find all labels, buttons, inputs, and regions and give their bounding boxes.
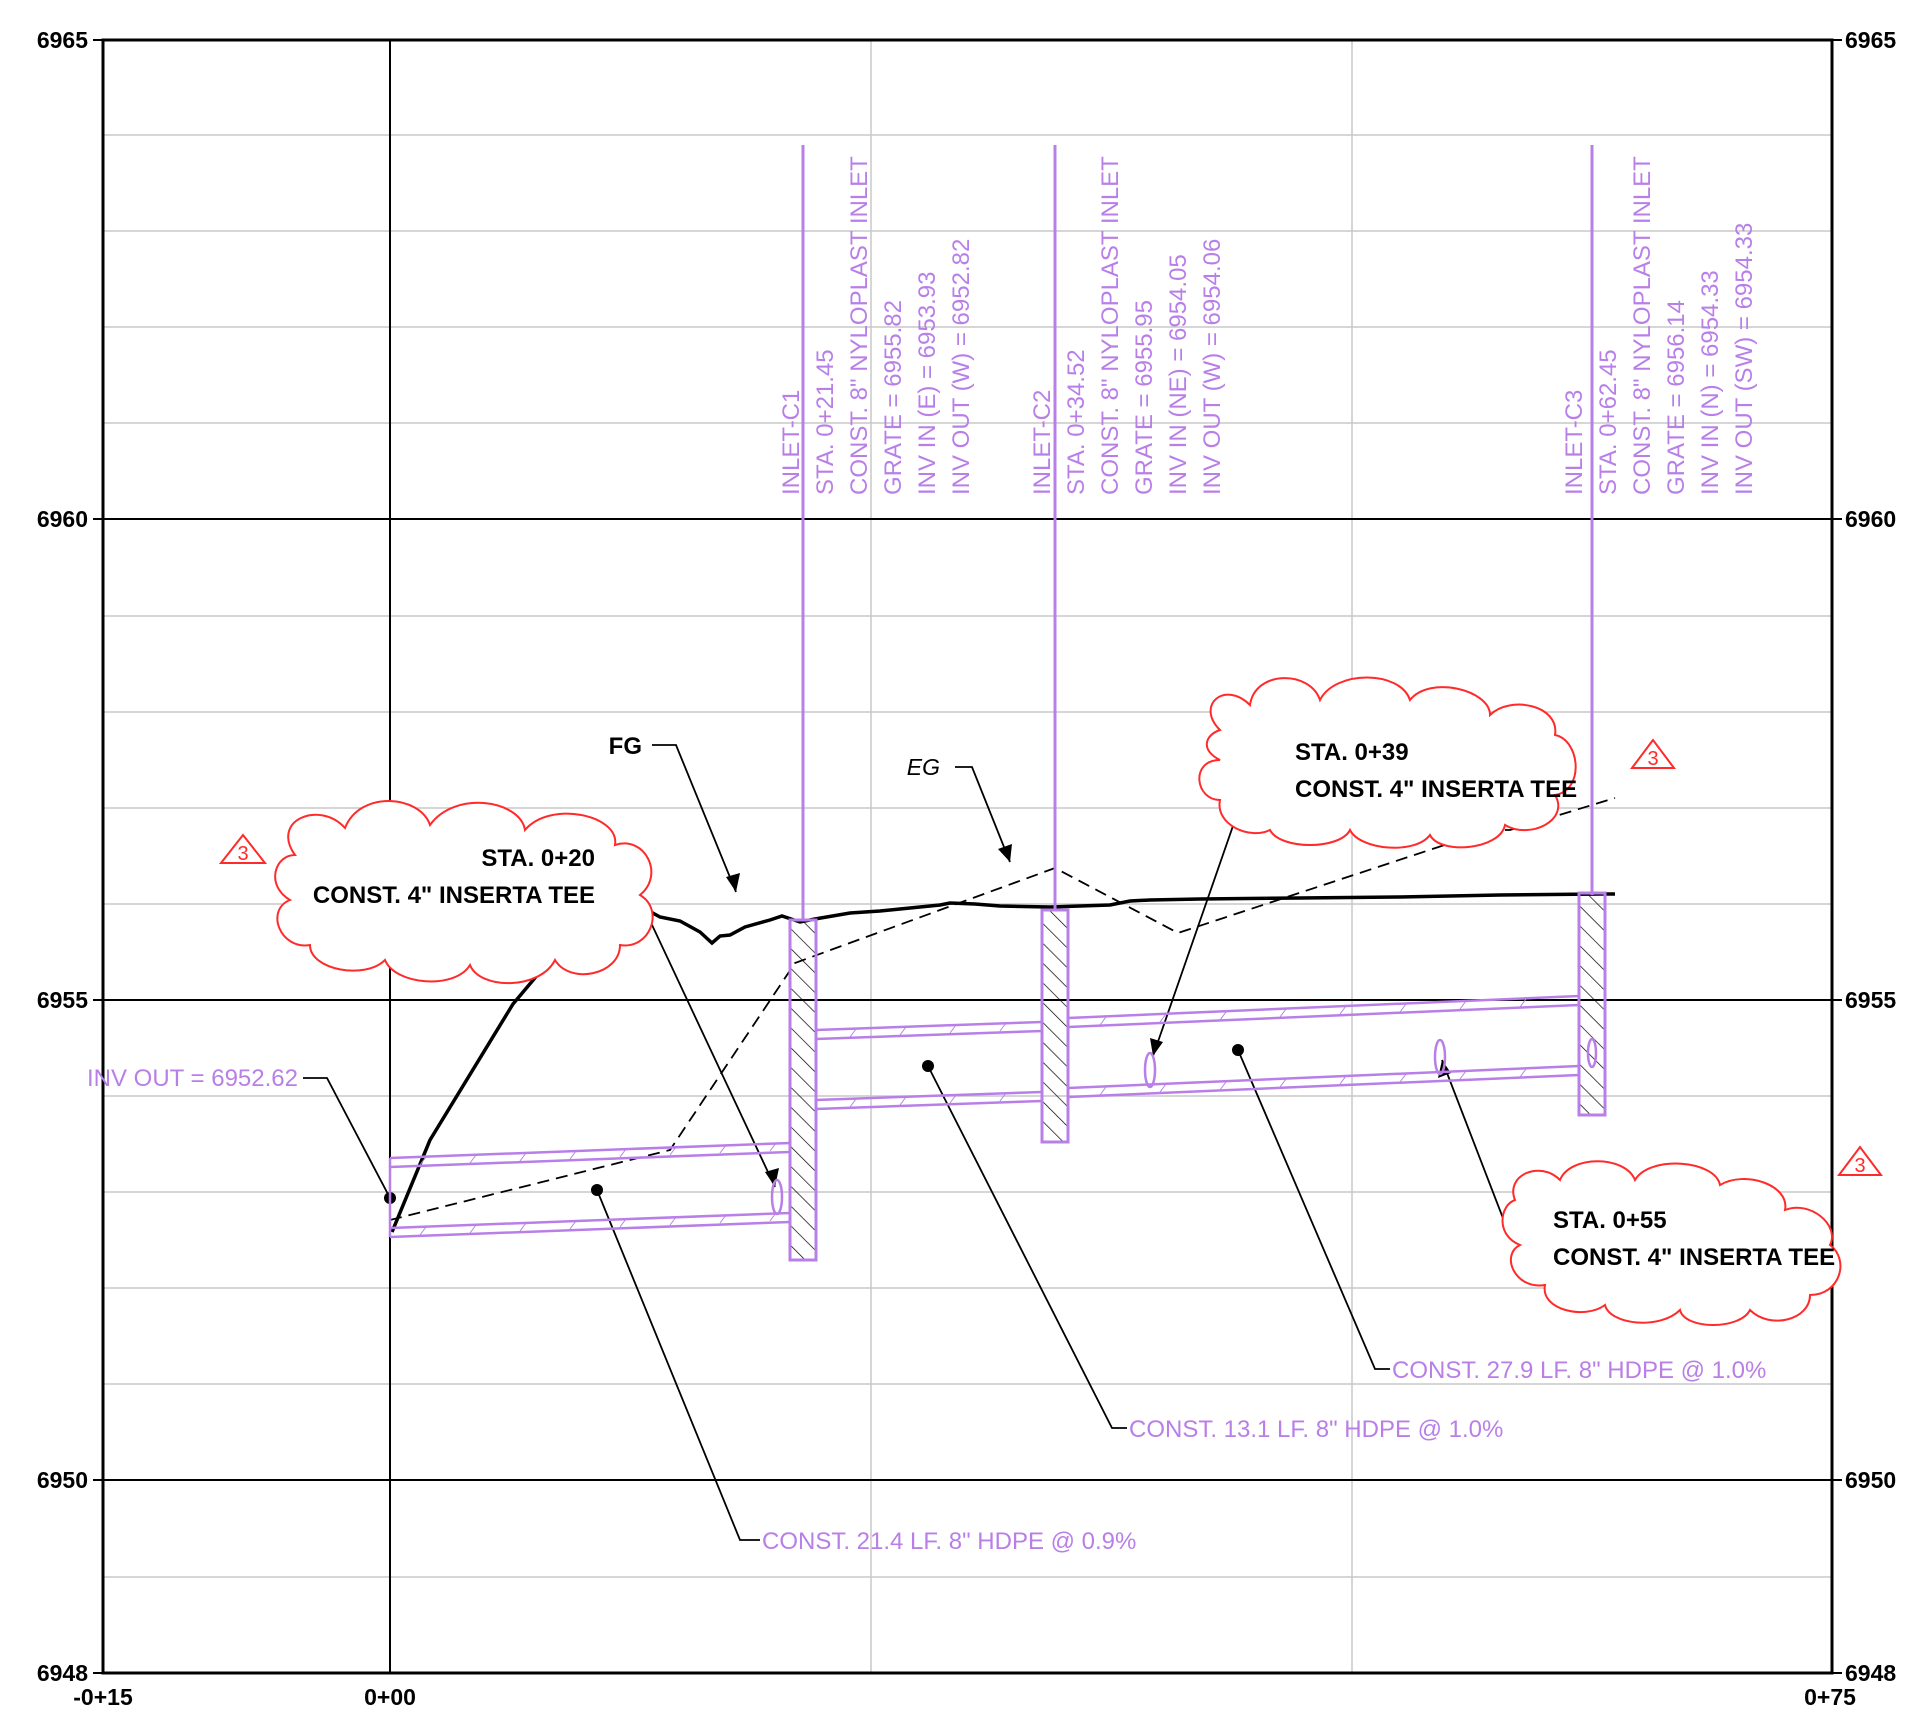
revision-number: 3 xyxy=(1854,1155,1865,1177)
inlet-note-line: STA. 0+62.45 xyxy=(1595,349,1622,495)
inlet-note-line: INV OUT (W) = 6952.82 xyxy=(948,239,975,495)
pipes xyxy=(388,994,1580,1239)
inlet-note-line: GRATE = 6956.14 xyxy=(1663,300,1690,495)
tee-desc-label: CONST. 4" INSERTA TEE xyxy=(313,882,595,909)
revision-triangle-1 xyxy=(218,833,268,864)
elev-label-left: 6960 xyxy=(37,506,88,532)
inlet-note-line: CONST. 8" NYLOPLAST INLET xyxy=(1097,156,1124,495)
revision-cloud-3 xyxy=(1501,1160,1842,1326)
tee-marker-0-39 xyxy=(1143,1051,1157,1089)
inlet-note-line: INV IN (NE) = 6954.05 xyxy=(1165,254,1192,495)
tee-marker-0-20 xyxy=(770,1178,784,1216)
tee-station-label: STA. 0+39 xyxy=(1295,739,1409,766)
elev-label-right: 6955 xyxy=(1845,987,1896,1013)
finished-grade-label: FG xyxy=(609,733,642,760)
inlet-note-line: CONST. 8" NYLOPLAST INLET xyxy=(1629,156,1656,495)
revision-clouds xyxy=(274,676,1842,1326)
outlet-invert-label: INV OUT = 6952.62 xyxy=(87,1065,298,1092)
tee-desc-label: CONST. 4" INSERTA TEE xyxy=(1295,776,1577,803)
pipe-hatches xyxy=(419,998,1527,1236)
inlet-c2-notes: INLET-C2 STA. 0+34.52 CONST. 8" NYLOPLAS… xyxy=(1029,156,1226,495)
revision-cloud-1 xyxy=(274,800,654,985)
pipe-label: CONST. 21.4 LF. 8" HDPE @ 0.9% xyxy=(762,1528,1136,1555)
pipe-label: CONST. 27.9 LF. 8" HDPE @ 1.0% xyxy=(1392,1357,1766,1384)
revision-cloud-2 xyxy=(1198,676,1577,849)
tee-desc-label: CONST. 4" INSERTA TEE xyxy=(1553,1244,1835,1271)
inlet-note-line: GRATE = 6955.95 xyxy=(1131,300,1158,495)
tick-marks xyxy=(93,39,1842,1674)
revision-triangle-2 xyxy=(1630,738,1676,769)
inlet-note-line: INLET-C1 xyxy=(778,390,805,495)
plot-frame xyxy=(101,38,1834,1675)
inlet-note-line: INLET-C3 xyxy=(1561,390,1588,495)
pipe-labels: CONST. 21.4 LF. 8" HDPE @ 0.9% CONST. 13… xyxy=(762,1357,1766,1555)
elev-label-right: 6965 xyxy=(1845,27,1896,53)
elev-label-left: 6950 xyxy=(37,1467,88,1493)
pipe-label: CONST. 13.1 LF. 8" HDPE @ 1.0% xyxy=(1129,1416,1503,1443)
revision-triangle-3 xyxy=(1837,1145,1883,1176)
elev-label-right: 6948 xyxy=(1845,1660,1896,1686)
tee-marker-c3 xyxy=(1586,1037,1598,1069)
elevation-labels-left: 6965 6960 6955 6950 6948 xyxy=(37,27,88,1686)
elev-label-left: 6948 xyxy=(37,1660,88,1686)
inlet-note-line: INV IN (N) = 6954.33 xyxy=(1697,270,1724,495)
inlet-structure-c1 xyxy=(788,918,818,1262)
elev-label-left: 6965 xyxy=(37,27,88,53)
tee-station-label: STA. 0+20 xyxy=(481,845,595,872)
major-grid xyxy=(103,40,1832,1673)
existing-grade-line xyxy=(389,797,1616,1221)
station-label: 0+75 xyxy=(1804,1684,1856,1710)
inlet-note-line: STA. 0+34.52 xyxy=(1063,349,1090,495)
tee-marker-0-55 xyxy=(1433,1038,1447,1076)
station-label: 0+00 xyxy=(364,1684,416,1710)
inlet-note-line: INLET-C2 xyxy=(1029,390,1056,495)
elevation-labels-right: 6965 6960 6955 6950 6948 xyxy=(1845,27,1896,1686)
tee-station-label: STA. 0+55 xyxy=(1553,1207,1667,1234)
inlet-note-line: CONST. 8" NYLOPLAST INLET xyxy=(846,156,873,495)
inlet-c1-notes: INLET-C1 STA. 0+21.45 CONST. 8" NYLOPLAS… xyxy=(778,156,975,495)
elev-label-right: 6950 xyxy=(1845,1467,1896,1493)
revision-number: 3 xyxy=(1647,748,1658,770)
revision-number: 3 xyxy=(237,843,248,865)
tee-markers xyxy=(770,1037,1598,1216)
elev-label-right: 6960 xyxy=(1845,506,1896,532)
revision-numbers: 3 3 3 xyxy=(237,748,1865,1177)
station-labels: -0+15 0+00 0+75 xyxy=(73,1684,1856,1710)
inlet-c3-notes: INLET-C3 STA. 0+62.45 CONST. 8" NYLOPLAS… xyxy=(1561,156,1758,495)
tee-callouts: STA. 0+20 CONST. 4" INSERTA TEE STA. 0+3… xyxy=(313,739,1835,1271)
inlet-structure-c2 xyxy=(1040,908,1070,1144)
inlet-note-line: GRATE = 6955.82 xyxy=(880,300,907,495)
elev-label-left: 6955 xyxy=(37,987,88,1013)
inlet-stems xyxy=(801,145,1594,920)
minor-grid xyxy=(103,40,1832,1673)
inlet-structures xyxy=(788,891,1607,1262)
inlet-note-line: INV OUT (SW) = 6954.33 xyxy=(1731,223,1758,495)
station-label: -0+15 xyxy=(73,1684,133,1710)
inlet-structure-c3 xyxy=(1577,891,1607,1117)
inlet-note-line: INV OUT (W) = 6954.06 xyxy=(1199,239,1226,495)
inlet-note-line: STA. 0+21.45 xyxy=(812,349,839,495)
inlet-note-line: INV IN (E) = 6953.93 xyxy=(914,272,941,495)
revision-triangles xyxy=(218,738,1883,1176)
existing-grade-label: EG xyxy=(907,754,940,780)
